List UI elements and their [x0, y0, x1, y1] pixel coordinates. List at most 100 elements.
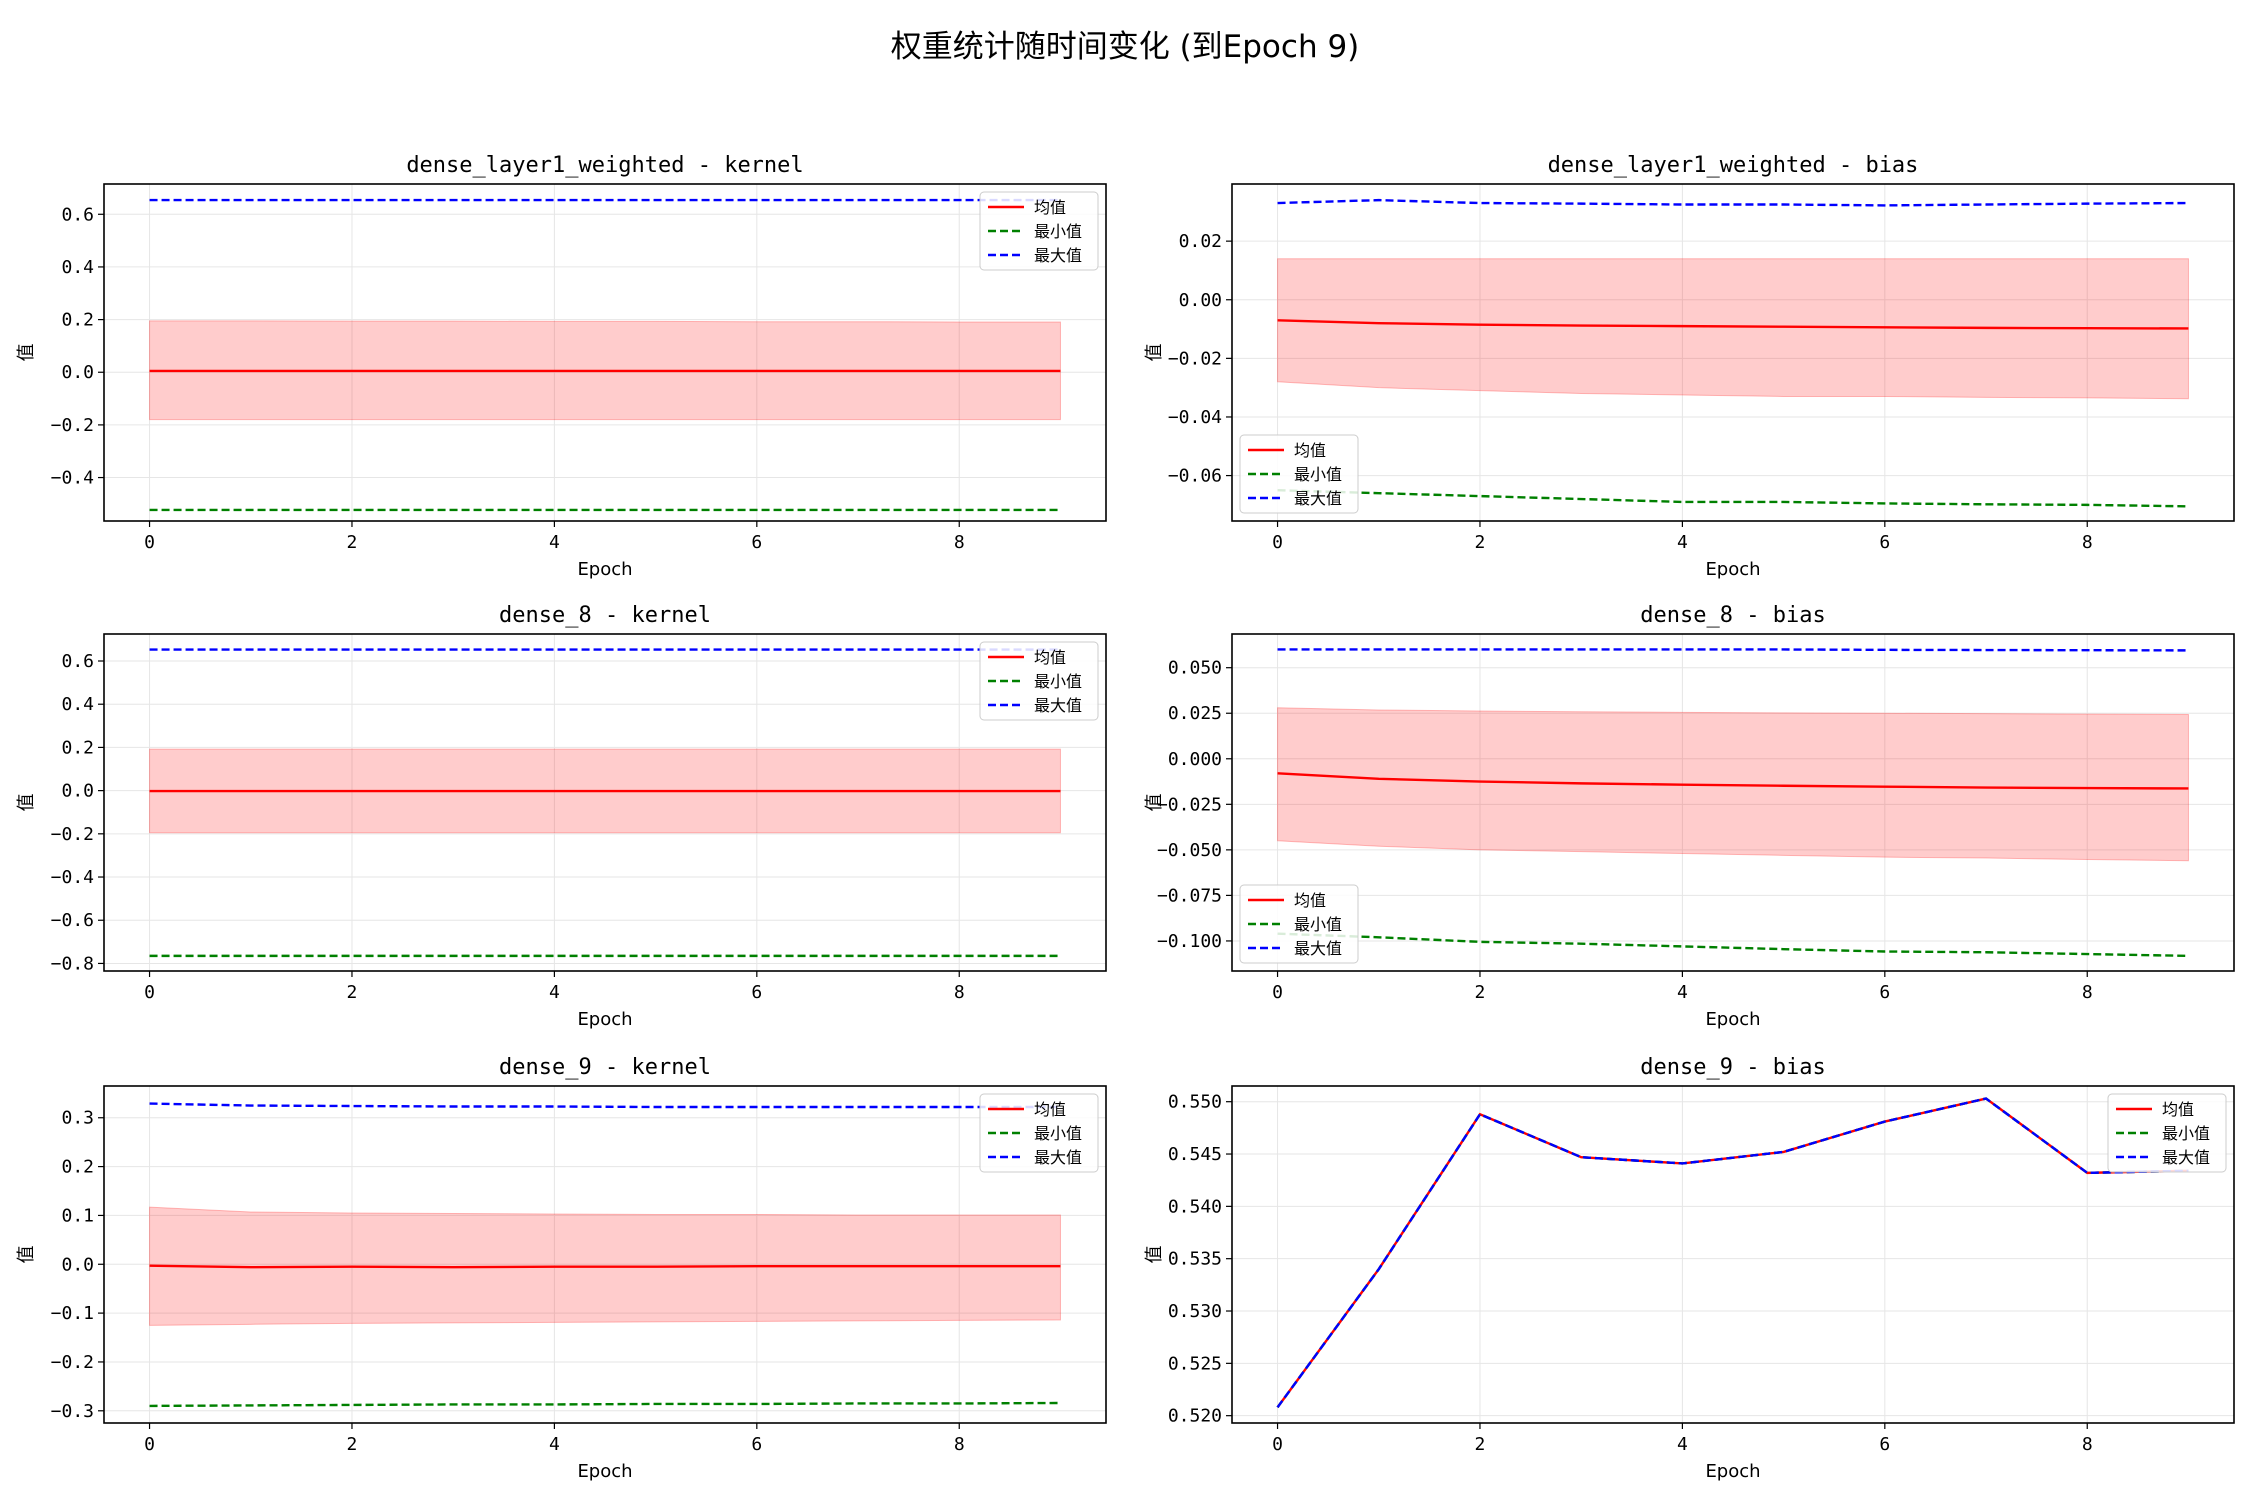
- x-tick-label: 2: [1475, 982, 1486, 1003]
- y-axis-label: 值: [1144, 794, 1165, 812]
- x-axis-label: Epoch: [1705, 1461, 1760, 1482]
- y-tick-label: −0.6: [51, 910, 94, 931]
- legend-label: 最小值: [2162, 1124, 2210, 1143]
- legend-frame: [979, 1093, 1099, 1173]
- legend-frame: [979, 191, 1099, 271]
- y-tick-label: −0.100: [1157, 931, 1222, 952]
- subplot-title: dense_9 - kernel: [499, 1055, 711, 1080]
- x-tick-label: 2: [347, 1434, 358, 1455]
- x-tick-label: 6: [1879, 982, 1890, 1003]
- legend-label: 均值: [1294, 441, 1326, 460]
- x-tick-label: 4: [549, 532, 560, 553]
- x-axis-label: Epoch: [1705, 559, 1760, 580]
- y-tick-label: 0.2: [61, 1157, 94, 1178]
- y-tick-label: −0.075: [1157, 885, 1222, 906]
- y-tick-label: −0.1: [51, 1303, 94, 1324]
- x-tick-label: 0: [144, 982, 155, 1003]
- x-tick-label: 6: [751, 1434, 762, 1455]
- y-tick-label: 0.4: [61, 694, 94, 715]
- x-tick-label: 8: [2082, 1434, 2093, 1455]
- x-tick-label: 2: [1475, 532, 1486, 553]
- y-tick-label: 0.000: [1168, 749, 1222, 770]
- y-tick-label: 0.00: [1179, 290, 1222, 311]
- mean-line: [1277, 772, 2189, 790]
- subplot-dense-layer1-weighted-kernel: 0 2 4 6 8 −0.4 −0.2 0.0 0.2 0.4 0.6 dense_layer1_we…: [16, 153, 1107, 580]
- y-tick-label: 0.3: [61, 1108, 94, 1129]
- x-tick-label: 0: [1272, 1434, 1283, 1455]
- axes-frame: [1231, 1085, 2235, 1424]
- legend-label: 均值: [1034, 198, 1066, 217]
- max-line: [1277, 648, 2189, 652]
- legend-label: 最大值: [1034, 246, 1082, 265]
- y-tick-label: 0.0: [61, 1254, 94, 1275]
- x-tick-label: 2: [347, 982, 358, 1003]
- x-tick-label: 4: [1677, 982, 1688, 1003]
- x-tick-label: 0: [144, 1434, 155, 1455]
- legend-label: 最小值: [1294, 915, 1342, 934]
- x-tick-label: 8: [2082, 532, 2093, 553]
- x-axis-label: Epoch: [577, 1009, 632, 1030]
- x-tick-label: 6: [751, 532, 762, 553]
- y-tick-label: −0.3: [51, 1401, 94, 1422]
- min-line: [1277, 932, 2189, 958]
- y-tick-label: 0.2: [61, 737, 94, 758]
- y-tick-label: −0.025: [1157, 794, 1222, 815]
- legend-frame: [979, 641, 1099, 721]
- x-axis-label: Epoch: [1705, 1009, 1760, 1030]
- x-tick-label: 0: [144, 532, 155, 553]
- grid-lines: [104, 184, 1106, 521]
- y-axis-label: 值: [16, 344, 37, 362]
- axes-frame: [1231, 183, 2235, 522]
- subplot-title: dense_9 - bias: [1640, 1055, 1825, 1080]
- y-tick-label: −0.2: [51, 415, 94, 436]
- legend-frame: [2107, 1093, 2227, 1173]
- y-tick-label: 0.525: [1168, 1353, 1222, 1374]
- y-tick-label: 0.050: [1168, 658, 1222, 679]
- y-tick-label: 0.540: [1168, 1196, 1222, 1217]
- x-tick-label: 2: [347, 532, 358, 553]
- grid-lines: [1232, 1086, 2234, 1423]
- x-tick-label: 4: [1677, 1434, 1688, 1455]
- y-tick-label: −0.4: [51, 468, 94, 489]
- subplot-title: dense_layer1_weighted - kernel: [406, 153, 803, 178]
- y-axis-label: 值: [16, 1246, 37, 1264]
- y-tick-label: −0.050: [1157, 840, 1222, 861]
- subplot-grid: 0 2 4 6 8 −0.4 −0.2 0.0 0.2 0.4 0.6 dense_layer1_we…: [16, 153, 2235, 1482]
- legend-label: 均值: [2162, 1100, 2194, 1119]
- x-tick-label: 2: [1475, 1434, 1486, 1455]
- y-tick-label: 0.02: [1179, 231, 1222, 252]
- min-line: [149, 1401, 1061, 1408]
- axes-frame: [103, 183, 1107, 522]
- min-line: [1276, 1097, 2189, 1409]
- x-axis-label: Epoch: [577, 559, 632, 580]
- x-tick-label: 6: [1879, 1434, 1890, 1455]
- y-tick-label: 0.535: [1168, 1249, 1222, 1270]
- x-tick-label: 0: [1272, 982, 1283, 1003]
- mean-line: [149, 1264, 1061, 1269]
- legend-label: 最大值: [2162, 1148, 2210, 1167]
- y-tick-label: 0.530: [1168, 1301, 1222, 1322]
- max-line: [1276, 1097, 2189, 1409]
- min-line: [1277, 489, 2189, 508]
- y-tick-label: −0.8: [51, 953, 94, 974]
- x-tick-label: 0: [1272, 532, 1283, 553]
- y-tick-label: 0.0: [61, 362, 94, 383]
- legend-label: 最大值: [1034, 1148, 1082, 1167]
- y-tick-label: −0.2: [51, 1352, 94, 1373]
- y-tick-label: −0.06: [1168, 466, 1222, 487]
- legend-label: 均值: [1294, 891, 1326, 910]
- legend-label: 最大值: [1034, 696, 1082, 715]
- y-tick-label: 0.6: [61, 651, 94, 672]
- x-tick-label: 8: [2082, 982, 2093, 1003]
- axes-frame: [103, 633, 1107, 972]
- x-tick-label: 6: [751, 982, 762, 1003]
- mean-line: [1277, 319, 2189, 330]
- grid-lines: [104, 1086, 1106, 1423]
- mean-line: [1276, 1097, 2189, 1409]
- legend-label: 最小值: [1294, 465, 1342, 484]
